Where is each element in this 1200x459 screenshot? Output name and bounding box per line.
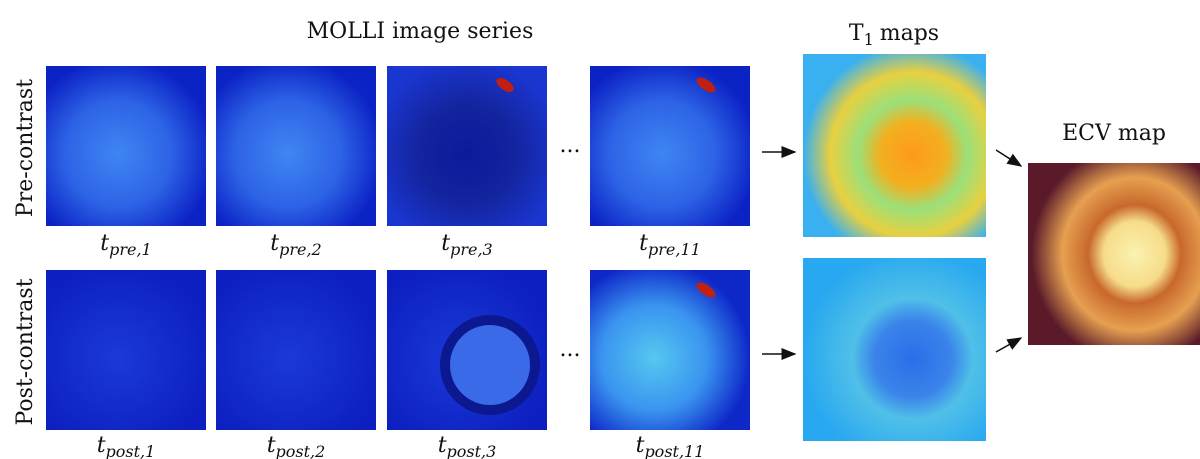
frame-label: tpost,3 [438,433,497,459]
frame-sub: pre,1 [109,240,152,259]
image-tile [46,270,206,430]
ellipsis: ... [560,133,581,158]
frame-label: tpre,11 [639,231,701,259]
frame-label: tpost,1 [97,433,156,459]
frame-sub: post,11 [644,442,704,459]
image-tile [590,66,750,226]
frame-sub: pre,2 [279,240,322,259]
frame-sub: pre,11 [648,240,701,259]
frame-label: tpost,2 [267,433,326,459]
frame-base: t [636,433,645,458]
image-tile [216,66,376,226]
t1-map [803,54,986,237]
image-detail [445,320,535,410]
frame-base: t [267,433,276,458]
ecv-title: ECV map [1062,121,1166,146]
image-tile [590,270,750,430]
t1-sub: 1 [864,30,874,49]
row-label: Pre-contrast [13,79,38,217]
arrow [996,150,1021,166]
frame-label: tpre,1 [100,231,151,259]
frame-base: t [100,231,109,256]
frame-label: tpre,2 [270,231,321,259]
t1-map [803,258,986,441]
frame-sub: post,2 [276,442,326,459]
figure: MOLLI image series T1 maps ECV map Pre-co… [0,0,1200,459]
image-tile [387,66,547,226]
page: {"title": "MOLLI image series", "t1_titl… [0,0,1200,459]
image-tile [216,270,376,430]
t1-base: T [849,21,864,46]
arrow [996,338,1021,352]
frame-base: t [438,433,447,458]
frame-sub: post,3 [447,442,497,459]
frame-sub: post,1 [106,442,156,459]
t1-title: T1 maps [849,21,939,49]
row-label: Post-contrast [13,278,38,425]
t1-rest: maps [880,21,939,46]
image-tile [46,66,206,226]
title: MOLLI image series [307,19,534,44]
frame-base: t [639,231,648,256]
ellipsis: ... [560,337,581,362]
frame-base: t [270,231,279,256]
frame-label: tpre,3 [441,231,492,259]
ecv-map [1028,163,1200,345]
frame-base: t [441,231,450,256]
frame-base: t [97,433,106,458]
frame-label: tpost,11 [636,433,705,459]
frame-sub: pre,3 [450,240,493,259]
